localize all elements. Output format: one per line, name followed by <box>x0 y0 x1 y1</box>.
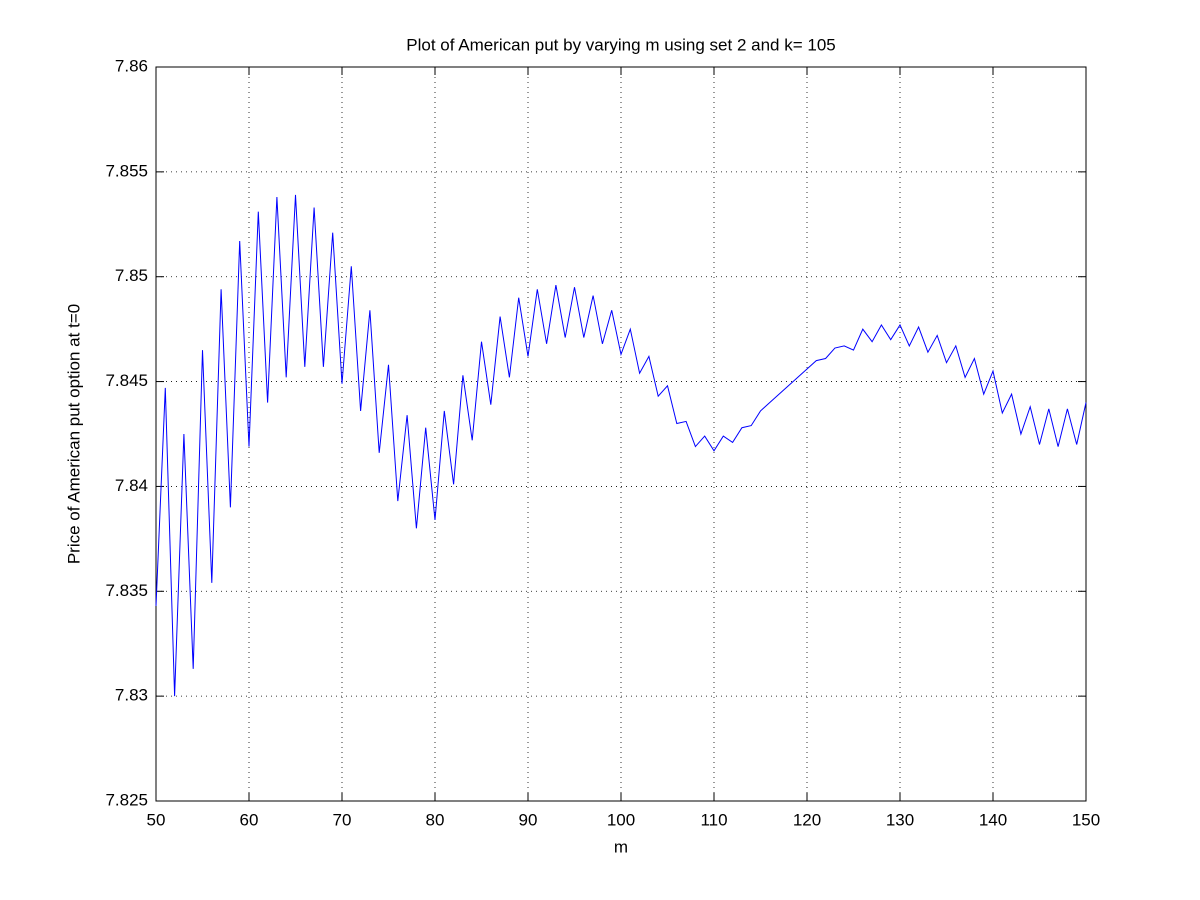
x-axis-label: m <box>614 837 628 856</box>
x-tick-label: 150 <box>1072 810 1100 829</box>
x-tick-label: 60 <box>240 810 259 829</box>
y-tick-label: 7.855 <box>105 161 148 180</box>
x-tick-label: 140 <box>979 810 1007 829</box>
x-tick-label: 130 <box>886 810 914 829</box>
x-tick-label: 70 <box>333 810 352 829</box>
y-tick-label: 7.84 <box>115 476 148 495</box>
x-tick-label: 90 <box>519 810 538 829</box>
y-tick-label: 7.845 <box>105 371 148 390</box>
y-tick-label: 7.85 <box>115 266 148 285</box>
chart-title: Plot of American put by varying m using … <box>406 35 836 54</box>
y-axis-label: Price of American put option at t=0 <box>64 304 83 564</box>
x-tick-label: 110 <box>700 810 727 829</box>
y-tick-label: 7.83 <box>115 686 148 705</box>
plot-frame <box>155 66 1087 802</box>
y-tick-label: 7.825 <box>105 790 148 809</box>
data-line <box>155 194 1087 697</box>
x-tick-label: 50 <box>147 810 166 829</box>
x-tick-label: 120 <box>793 810 821 829</box>
x-tick-label: 100 <box>607 810 635 829</box>
y-tick-label: 7.835 <box>105 581 148 600</box>
y-tick-label: 7.86 <box>115 56 148 75</box>
x-tick-label: 80 <box>426 810 445 829</box>
